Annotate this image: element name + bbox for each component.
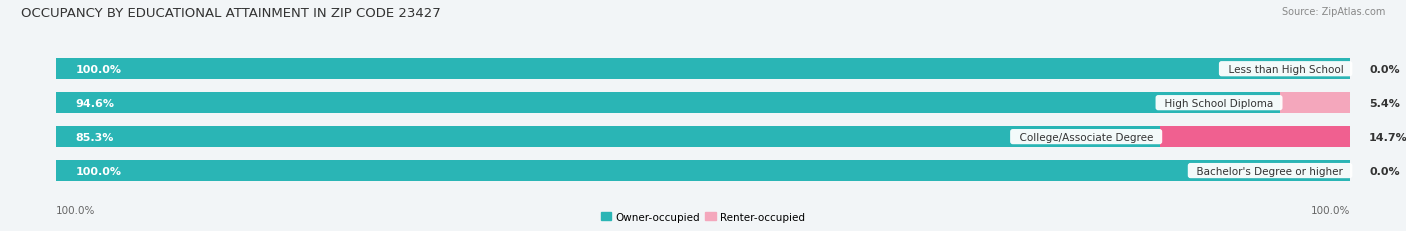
- Text: OCCUPANCY BY EDUCATIONAL ATTAINMENT IN ZIP CODE 23427: OCCUPANCY BY EDUCATIONAL ATTAINMENT IN Z…: [21, 7, 441, 20]
- Text: College/Associate Degree: College/Associate Degree: [1012, 132, 1160, 142]
- Text: 0.0%: 0.0%: [1369, 64, 1400, 74]
- Bar: [1279, 93, 1350, 114]
- Bar: [56, 127, 1160, 148]
- Text: 100.0%: 100.0%: [76, 166, 122, 176]
- Bar: [56, 59, 1350, 80]
- Text: Bachelor's Degree or higher: Bachelor's Degree or higher: [1191, 166, 1350, 176]
- Text: 85.3%: 85.3%: [76, 132, 114, 142]
- Bar: [1350, 160, 1382, 181]
- Bar: [56, 93, 1350, 114]
- Bar: [56, 160, 1350, 181]
- Text: Less than High School: Less than High School: [1222, 64, 1350, 74]
- Bar: [1350, 59, 1382, 80]
- Bar: [56, 93, 1279, 114]
- Text: 0.0%: 0.0%: [1369, 166, 1400, 176]
- Text: 14.7%: 14.7%: [1369, 132, 1406, 142]
- Text: 100.0%: 100.0%: [56, 205, 96, 215]
- Text: 100.0%: 100.0%: [76, 64, 122, 74]
- Text: 94.6%: 94.6%: [76, 98, 115, 108]
- Bar: [56, 160, 1350, 181]
- Text: Source: ZipAtlas.com: Source: ZipAtlas.com: [1281, 7, 1385, 17]
- Legend: Owner-occupied, Renter-occupied: Owner-occupied, Renter-occupied: [596, 208, 810, 226]
- Text: 100.0%: 100.0%: [1310, 205, 1350, 215]
- Text: 5.4%: 5.4%: [1369, 98, 1400, 108]
- Bar: [56, 59, 1350, 80]
- Bar: [56, 127, 1350, 148]
- Text: High School Diploma: High School Diploma: [1159, 98, 1279, 108]
- Bar: [1160, 127, 1350, 148]
